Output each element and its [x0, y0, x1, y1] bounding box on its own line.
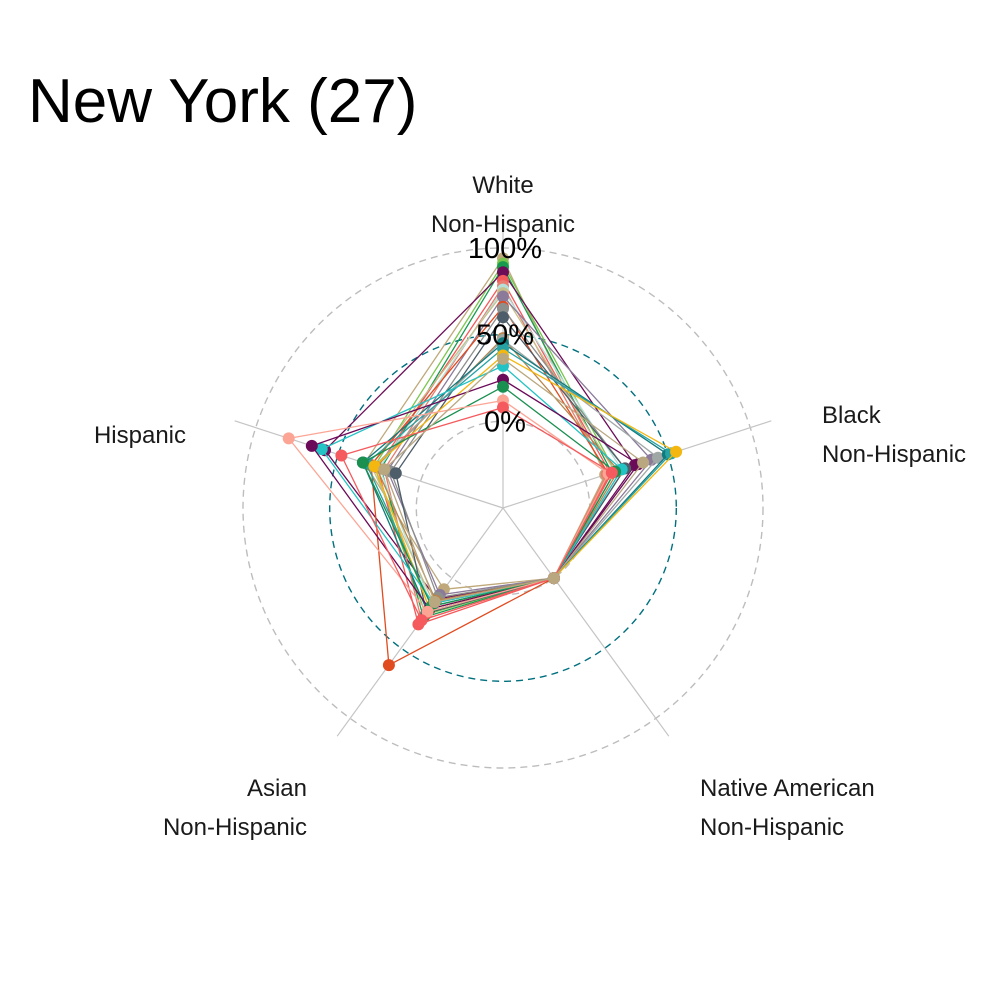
series-11-point-0 — [497, 311, 509, 324]
axis-label-4-line1: Hispanic — [94, 422, 186, 449]
series-3-point-0 — [497, 266, 509, 279]
axis-label-2-line1: Native American — [700, 775, 875, 802]
axis-label-2-line2: Non-Hispanic — [700, 814, 844, 841]
axis-label-0-line1: White — [472, 172, 533, 199]
series-line-22 — [383, 358, 644, 603]
tick-label-1: 50% — [476, 320, 534, 352]
axis-label-0-line2: Non-Hispanic — [431, 211, 575, 238]
axis-spoke-2 — [502, 507, 670, 737]
series-8-point-0 — [497, 290, 509, 303]
series-21-point-3 — [415, 614, 428, 627]
series-line-8 — [386, 295, 653, 596]
series-19-point-0 — [497, 380, 509, 393]
series-21-point-0 — [497, 401, 509, 414]
series-line-18 — [311, 379, 639, 610]
series-22-point-2 — [547, 572, 560, 585]
series-line-21 — [340, 406, 613, 621]
series-21-point-1 — [605, 466, 618, 479]
axis-labels: White Non-Hispanic Black Non-Hispanic Native… — [94, 172, 966, 841]
series-line-10 — [390, 308, 626, 599]
tick-label-0: 0% — [484, 406, 526, 438]
series-line-20 — [288, 399, 610, 613]
series-22-point-1 — [637, 456, 650, 469]
series-17-point-4 — [315, 443, 328, 456]
series-line-9 — [370, 306, 610, 666]
series-line-0 — [363, 257, 606, 590]
series-16-point-1 — [670, 445, 683, 458]
axis-label-3-line1: Asian — [247, 775, 307, 802]
axis-label-3-line2: Non-Hispanic — [163, 814, 307, 841]
series-16-point-4 — [368, 460, 381, 473]
series-22-point-0 — [497, 352, 509, 365]
series-20-point-3 — [421, 605, 434, 618]
series-20-point-4 — [282, 432, 295, 445]
series-21-point-4 — [335, 449, 348, 462]
series-9-point-3 — [382, 659, 395, 672]
series-13-point-1 — [652, 451, 664, 464]
series-19-point-4 — [356, 456, 369, 469]
series-10-point-0 — [497, 302, 509, 315]
tick-label-2: 100% — [468, 233, 542, 265]
series-22-point-3 — [428, 596, 441, 608]
series-layer — [282, 252, 683, 672]
chart-title: New York (27) — [28, 67, 417, 136]
tick-labels: 0% 50% 100% — [468, 233, 542, 438]
series-22-point-4 — [378, 463, 391, 476]
series-18-point-4 — [305, 439, 318, 452]
series-line-12 — [375, 337, 620, 602]
series-line-11 — [395, 316, 626, 614]
series-11-point-4 — [389, 467, 402, 480]
axis-label-1-line1: Black — [822, 402, 882, 429]
axis-label-1-line2: Non-Hispanic — [822, 441, 966, 468]
series-line-19 — [362, 386, 616, 607]
